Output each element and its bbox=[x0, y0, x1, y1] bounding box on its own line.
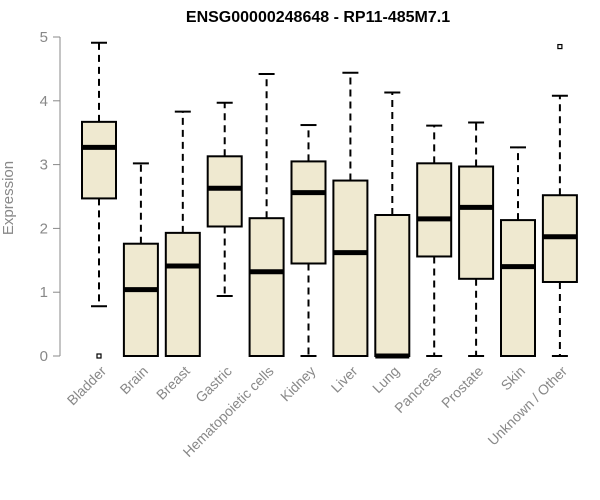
category-label: Lung bbox=[369, 363, 402, 396]
box bbox=[290, 160, 327, 265]
outlier-point bbox=[96, 353, 102, 359]
box bbox=[500, 219, 536, 357]
category-label: Unknown / Other bbox=[484, 363, 570, 449]
y-tick-label: 5 bbox=[40, 29, 48, 46]
category-label: Liver bbox=[328, 363, 361, 396]
box bbox=[332, 179, 369, 357]
box bbox=[248, 217, 285, 357]
category-label: Prostate bbox=[438, 363, 486, 411]
outlier-point bbox=[557, 43, 563, 50]
box bbox=[206, 155, 243, 228]
box bbox=[122, 242, 159, 358]
category-label: Kidney bbox=[277, 363, 319, 405]
box bbox=[458, 165, 495, 280]
y-axis-label: Expression bbox=[0, 161, 17, 235]
category-label: Skin bbox=[498, 363, 529, 394]
y-tick-label: 1 bbox=[40, 284, 48, 301]
category-label: Pancreas bbox=[391, 363, 444, 416]
y-tick-label: 0 bbox=[40, 348, 48, 365]
category-label: Brain bbox=[117, 363, 151, 397]
category-label: Bladder bbox=[64, 363, 110, 409]
box bbox=[374, 214, 411, 357]
box bbox=[81, 120, 117, 200]
box bbox=[164, 231, 201, 357]
y-tick-label: 2 bbox=[40, 220, 48, 237]
chart-title: ENSG00000248648 - RP11-485M7.1 bbox=[186, 9, 450, 26]
category-label: Breast bbox=[153, 363, 193, 403]
y-tick-label: 4 bbox=[40, 93, 48, 110]
box bbox=[416, 162, 453, 258]
y-tick-label: 3 bbox=[40, 157, 48, 174]
